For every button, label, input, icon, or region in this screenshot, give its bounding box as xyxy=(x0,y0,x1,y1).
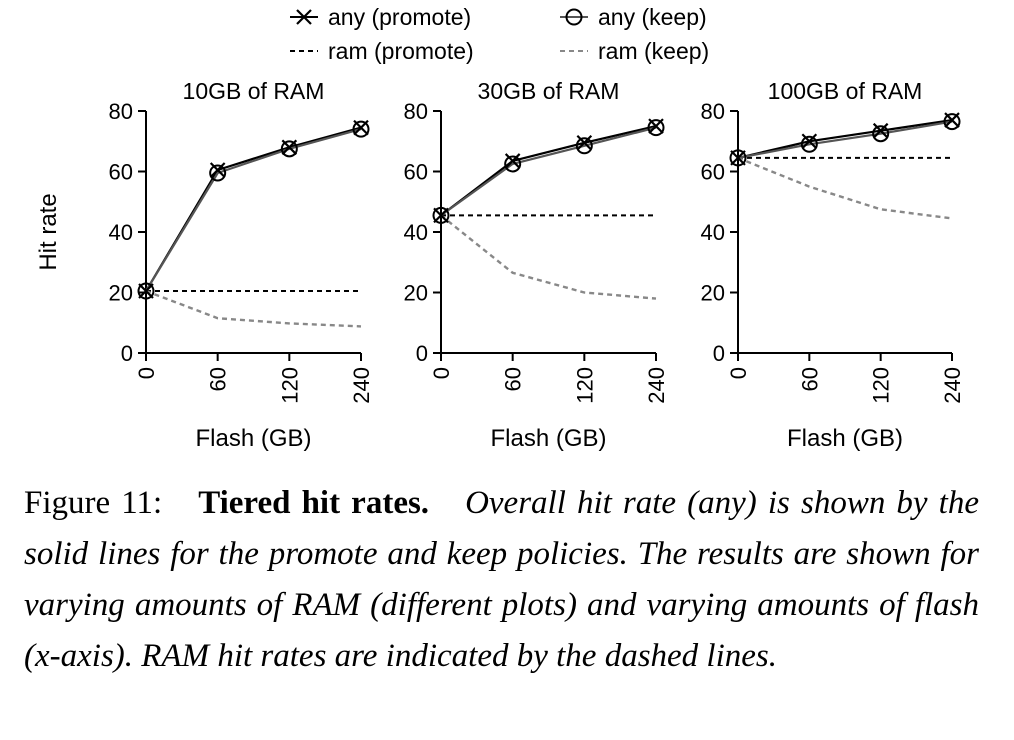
series-line-ram-keep xyxy=(145,289,362,328)
data-point-any-promote xyxy=(504,153,521,169)
y-tick-label: 0 xyxy=(416,341,428,366)
y-tick-label: 0 xyxy=(713,341,725,366)
data-point-any-keep xyxy=(280,140,298,158)
data-point-any-keep xyxy=(137,282,155,300)
series-line-any-promote xyxy=(440,125,657,217)
series-line-ram-keep xyxy=(737,156,953,220)
legend-entry-ram-promote: ram (promote) xyxy=(290,38,474,64)
panel-2: 30GB of RAM 0 20 40 60 80 0 60 120 240 Flash (GB) xyxy=(404,78,669,452)
x-tick-label: 240 xyxy=(644,367,669,404)
x-tick-label: 0 xyxy=(726,367,751,379)
legend-label-ram-promote: ram (promote) xyxy=(328,38,474,64)
legend-x-marker-icon xyxy=(296,9,312,25)
y-tick-label: 60 xyxy=(109,160,133,185)
data-point-any-keep xyxy=(432,206,450,224)
data-point-any-promote xyxy=(801,133,818,150)
panel-3: 100GB of RAM 0 20 40 60 80 0 60 120 240 Flash (GB) xyxy=(701,78,965,452)
data-point-any-keep xyxy=(800,135,818,153)
panel-title: 100GB of RAM xyxy=(768,78,923,104)
legend-circle-marker-icon xyxy=(565,8,583,26)
y-tick-label: 0 xyxy=(121,341,133,366)
data-point-any-promote xyxy=(576,134,593,151)
y-tick-label: 60 xyxy=(404,160,428,185)
caption-title: Tiered hit rates. xyxy=(198,485,430,521)
x-tick-label: 0 xyxy=(429,367,454,379)
legend-label-any-keep: any (keep) xyxy=(598,4,707,30)
legend-entry-ram-keep: ram (keep) xyxy=(560,38,709,64)
legend: any (promote) any (keep) ram (promote) r… xyxy=(290,4,709,64)
figure-chart: any (promote) any (keep) ram (promote) r… xyxy=(35,4,965,452)
x-tick-label: 60 xyxy=(797,367,822,391)
y-tick-label: 80 xyxy=(109,99,133,124)
data-point-any-keep xyxy=(729,149,747,167)
x-tick-label: 240 xyxy=(940,367,965,404)
panel-title: 10GB of RAM xyxy=(183,78,325,104)
y-tick-label: 60 xyxy=(701,160,725,185)
x-tick-label: 240 xyxy=(349,367,374,404)
data-point-any-keep xyxy=(504,155,522,173)
legend-label-ram-keep: ram (keep) xyxy=(598,38,709,64)
x-tick-label: 0 xyxy=(134,367,159,379)
figure-caption: Figure 11: Tiered hit rates. Overall hit r… xyxy=(24,478,979,682)
series-line-any-keep xyxy=(737,120,953,159)
panel-title: 30GB of RAM xyxy=(478,78,620,104)
legend-entry-any-keep: any (keep) xyxy=(560,4,707,30)
x-axis-label: Flash (GB) xyxy=(490,425,606,452)
legend-label-any-promote: any (promote) xyxy=(328,4,471,30)
x-tick-label: 60 xyxy=(206,367,231,391)
data-point-any-keep xyxy=(575,137,593,155)
panel-1: 10GB of RAM 0 20 40 60 80 0 60 120 240 Flash (GB) xyxy=(109,78,374,452)
data-point-any-keep xyxy=(352,120,370,138)
y-tick-label: 20 xyxy=(404,281,428,306)
data-point-any-promote xyxy=(872,122,889,139)
y-tick-label: 80 xyxy=(701,99,725,124)
x-tick-label: 120 xyxy=(277,367,302,404)
series-line-ram-keep xyxy=(440,214,657,300)
data-point-any-keep xyxy=(647,119,665,137)
y-tick-label: 80 xyxy=(404,99,428,124)
data-point-any-keep xyxy=(943,113,961,131)
series-line-any-promote xyxy=(737,119,953,159)
y-tick-label: 20 xyxy=(701,281,725,306)
legend-entry-any-promote: any (promote) xyxy=(290,4,471,30)
series-line-any-keep xyxy=(440,126,657,217)
caption-label: Figure 11: xyxy=(24,485,163,521)
caption-body: Overall hit rate (any) is shown by the s… xyxy=(24,485,979,674)
x-axis-label: Flash (GB) xyxy=(195,425,311,452)
y-tick-label: 20 xyxy=(109,281,133,306)
series-line-any-keep xyxy=(145,128,362,292)
y-tick-label: 40 xyxy=(701,220,725,245)
data-point-any-keep xyxy=(872,125,890,143)
data-point-any-promote xyxy=(209,162,226,178)
data-point-any-keep xyxy=(209,164,227,182)
y-axis-label: Hit rate xyxy=(35,193,62,270)
x-tick-label: 60 xyxy=(501,367,526,391)
series-line-any-promote xyxy=(145,126,362,292)
y-tick-label: 40 xyxy=(404,220,428,245)
x-tick-label: 120 xyxy=(572,367,597,404)
x-axis-label: Flash (GB) xyxy=(787,425,903,452)
x-tick-label: 120 xyxy=(869,367,894,404)
y-tick-label: 40 xyxy=(109,220,133,245)
